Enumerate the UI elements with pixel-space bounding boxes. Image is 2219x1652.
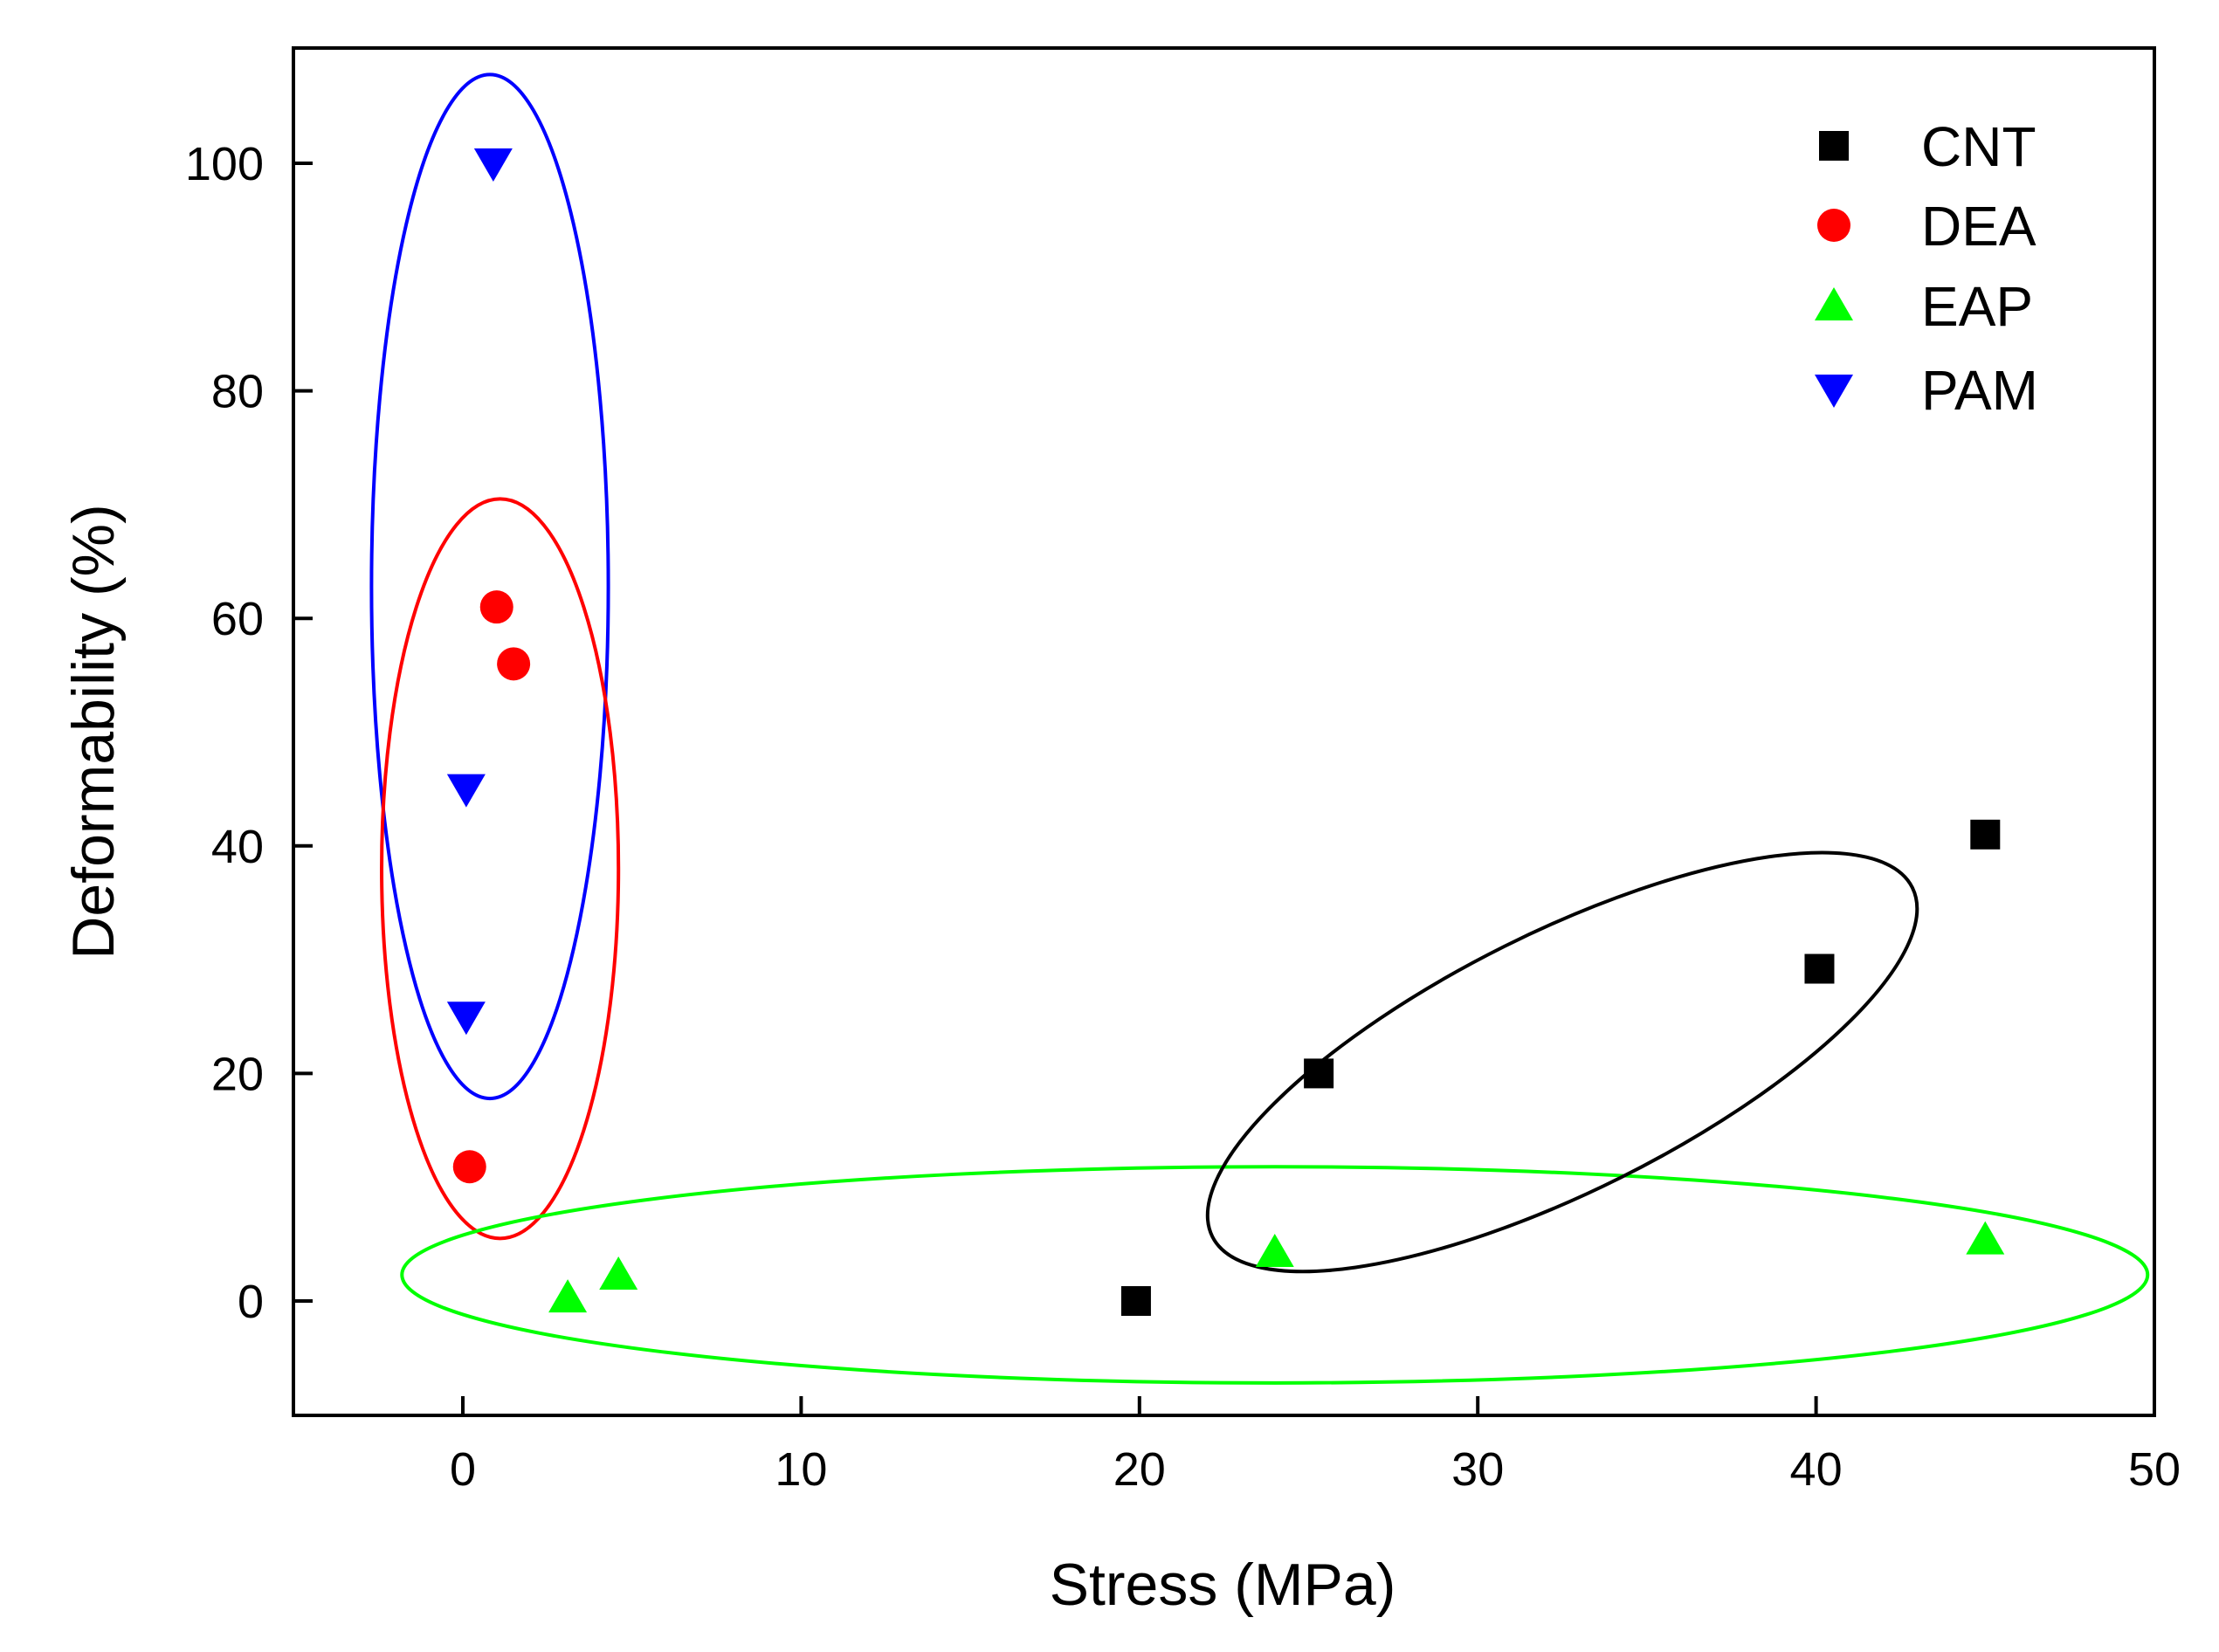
legend-label-dea: DEA: [1921, 195, 2036, 258]
legend: CNT DEA EAP PAM: [1815, 115, 2038, 422]
x-tick-label: 10: [775, 1443, 827, 1496]
cluster-ellipses: [371, 74, 2147, 1382]
y-tick-label: 20: [211, 1048, 264, 1100]
data-markers: [447, 148, 2004, 1316]
cluster-ellipse-pam: [371, 74, 608, 1098]
y-tick-label: 40: [211, 821, 264, 873]
y-axis-title: Deformability (%): [60, 504, 127, 959]
y-tick-label: 0: [238, 1276, 264, 1328]
x-tick-label: 40: [1790, 1443, 1843, 1496]
data-point-pam: [447, 1002, 486, 1035]
data-point-cnt: [1970, 820, 2000, 850]
data-point-eap: [1256, 1234, 1294, 1267]
scatter-chart: 0 10 20 30 40 50 0 20 40 60 80 100 Stress (MPa) De…: [0, 0, 2219, 1652]
cluster-ellipse-eap: [402, 1167, 2147, 1383]
x-axis-title: Stress (MPa): [1050, 1552, 1396, 1618]
x-tick-label: 50: [2128, 1443, 2181, 1496]
x-tick-label: 20: [1113, 1443, 1166, 1496]
data-point-eap: [599, 1256, 637, 1290]
data-point-eap: [1966, 1222, 2004, 1255]
legend-label-eap: EAP: [1921, 275, 2033, 338]
legend-marker-cnt: [1819, 131, 1849, 161]
y-tick-label: 80: [211, 366, 264, 418]
legend-label-cnt: CNT: [1921, 115, 2036, 178]
data-point-eap: [548, 1279, 587, 1312]
data-point-cnt: [1804, 954, 1834, 984]
legend-marker-dea: [1817, 209, 1850, 242]
legend-marker-eap: [1815, 287, 1853, 320]
y-tick-label: 100: [185, 138, 264, 190]
data-point-dea: [497, 647, 530, 680]
data-point-dea: [453, 1150, 486, 1183]
data-point-pam: [474, 148, 513, 182]
data-point-dea: [480, 590, 513, 623]
legend-label-pam: PAM: [1921, 359, 2038, 422]
y-tick-label: 60: [211, 593, 264, 645]
x-tick-label: 0: [450, 1443, 476, 1496]
x-tick-label: 30: [1451, 1443, 1504, 1496]
legend-marker-pam: [1815, 375, 1853, 408]
x-axis: 0 10 20 30 40 50: [450, 1396, 2181, 1496]
data-point-pam: [447, 774, 486, 808]
data-point-cnt: [1304, 1058, 1333, 1088]
data-point-cnt: [1121, 1286, 1151, 1316]
